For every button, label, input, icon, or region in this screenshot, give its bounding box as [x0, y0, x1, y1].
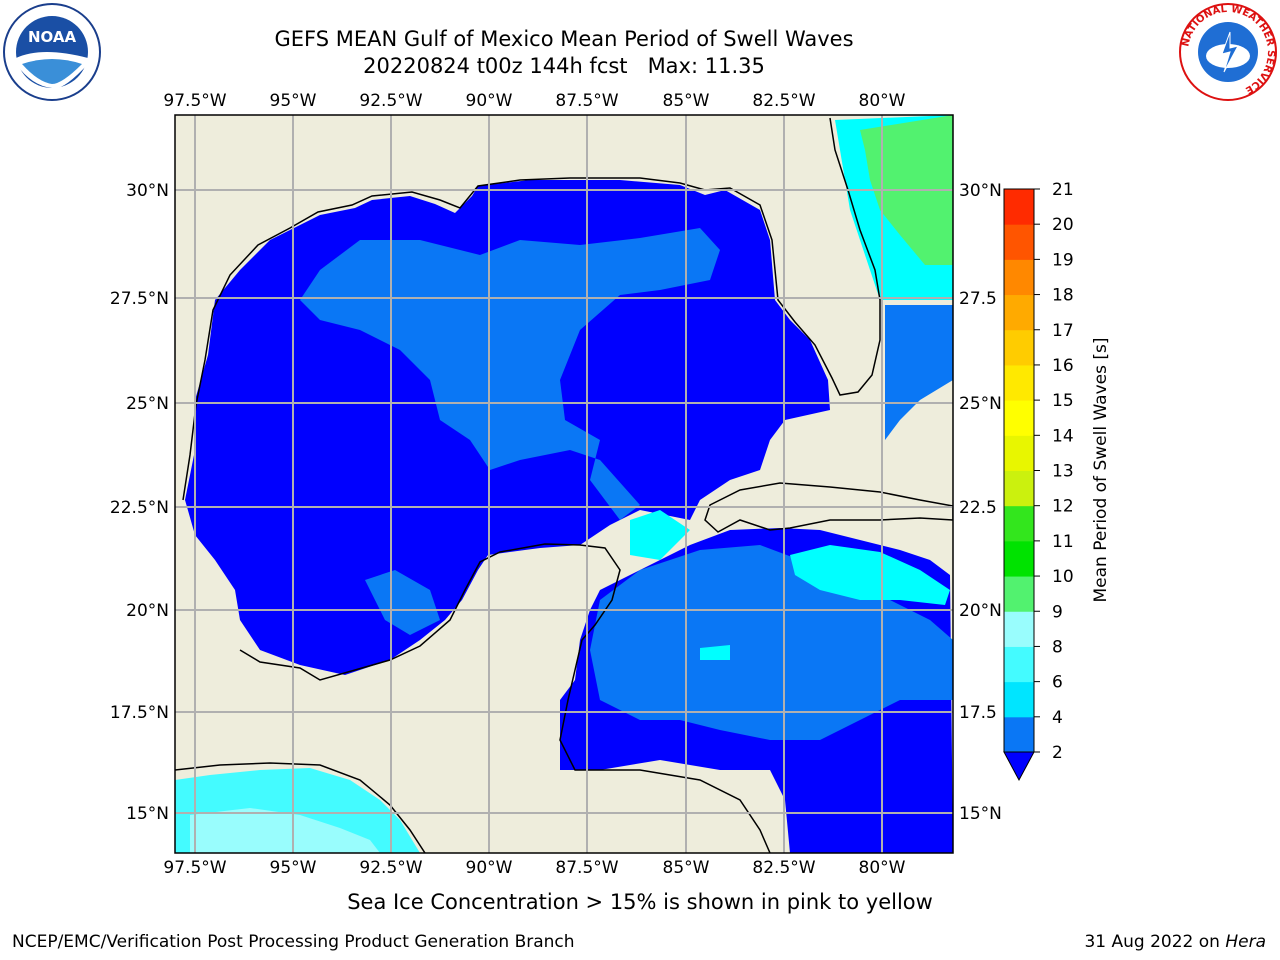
colorbar-tick: 18: [1052, 286, 1074, 306]
gulf-swell-field-light: [300, 228, 720, 520]
colorbar-segment: [1004, 400, 1034, 436]
map-frame: [174, 114, 954, 854]
lat-tick-left: 15°N: [126, 804, 169, 824]
colorbar-segment: [1004, 189, 1034, 225]
colorbar-segment: [1004, 364, 1034, 401]
lat-tick-right: 25°N: [959, 394, 1002, 414]
coastline-cuba: [704, 482, 953, 533]
colorbar-tick: 21: [1052, 180, 1074, 200]
colorbar-extend-arrow: [1003, 751, 1035, 782]
lon-tick-top: 85°W: [663, 91, 710, 111]
nws-logo: NATIONAL WEATHER SERVICE: [1179, 3, 1277, 101]
colorbar-tick: 17: [1052, 321, 1074, 341]
lat-tick-right: 22.5: [959, 498, 997, 518]
lon-tick-top: 87.5°W: [555, 91, 618, 111]
colorbar-segment: [1004, 681, 1034, 718]
colorbar-segment: [1004, 470, 1034, 507]
colorbar-segment: [1004, 611, 1034, 647]
lon-tick-bottom: 82.5°W: [752, 858, 815, 878]
map-axis-labels: 97.5°W 97.5°W 95°W 95°W 92.5°W 92.5°W 90°W 90°W…: [110, 91, 1002, 878]
colorbar-segment: [1004, 224, 1034, 260]
atlantic-swell-field-blue: [885, 305, 953, 440]
lon-tick-top: 82.5°W: [752, 91, 815, 111]
footer-date: 31 Aug 2022 on Hera: [1084, 932, 1266, 952]
lon-tick-top: 92.5°W: [359, 91, 422, 111]
footer-host: Hera: [1225, 932, 1266, 952]
noaa-logo-text: NOAA: [28, 28, 77, 46]
colorbar-tick: 6: [1052, 673, 1063, 693]
noaa-logo: NOAA: [3, 3, 101, 101]
colorbar-label: Mean Period of Swell Waves [s]: [1091, 338, 1111, 603]
lat-tick-right: 30°N: [959, 181, 1002, 201]
colorbar-segment: [1004, 435, 1034, 471]
pacific-swell-field-pale: [190, 808, 380, 853]
colorbar-tick: 19: [1052, 250, 1074, 270]
lon-tick-bottom: 97.5°W: [163, 858, 226, 878]
colorbar-tick: 12: [1052, 497, 1074, 517]
colorbar-segment: [1004, 646, 1034, 683]
coastline-central-america: [175, 762, 426, 853]
lat-tick-left: 25°N: [126, 394, 169, 414]
lon-tick-top: 90°W: [466, 91, 513, 111]
caribbean-swell-field-cyan: [630, 510, 950, 660]
colorbar-tick: 20: [1052, 215, 1074, 235]
lon-tick-top: 97.5°W: [163, 91, 226, 111]
colorbar: 2 4 6 8 9 10 11 12 13 14 15 16 17 18 19 20 21: [1003, 180, 1074, 782]
colorbar-tick: 9: [1052, 602, 1063, 622]
gulf-swell-field-light-2: [365, 570, 440, 635]
coastline: [182, 117, 881, 501]
colorbar-segment: [1004, 716, 1034, 753]
colorbar-tick: 13: [1052, 462, 1074, 482]
colorbar-tick: 10: [1052, 567, 1074, 587]
colorbar-segment: [1004, 259, 1034, 296]
footer-branch: NCEP/EMC/Verification Post Processing Pr…: [12, 932, 575, 952]
coastline-yucatan: [239, 543, 771, 853]
colorbar-tick: 14: [1052, 426, 1074, 446]
lat-tick-left: 22.5°N: [110, 498, 169, 518]
lon-tick-top: 80°W: [859, 91, 906, 111]
lat-tick-left: 27.5°N: [110, 289, 169, 309]
lon-tick-bottom: 85°W: [663, 858, 710, 878]
colorbar-tick: 2: [1052, 743, 1063, 763]
lon-tick-bottom: 87.5°W: [555, 858, 618, 878]
colorbar-tick: 11: [1052, 532, 1074, 552]
lat-tick-right: 20°N: [959, 601, 1002, 621]
lat-tick-left: 30°N: [126, 181, 169, 201]
lat-tick-left: 20°N: [126, 601, 169, 621]
colorbar-tick: 16: [1052, 356, 1074, 376]
lon-tick-bottom: 95°W: [270, 858, 317, 878]
lat-tick-right: 15°N: [959, 804, 1002, 824]
colorbar-segment: [1004, 540, 1034, 577]
colorbar-segment: [1004, 294, 1034, 331]
colorbar-tick: 4: [1052, 708, 1063, 728]
colorbar-tick: 15: [1052, 391, 1074, 411]
lon-tick-top: 95°W: [270, 91, 317, 111]
lat-tick-left: 17.5°N: [110, 703, 169, 723]
lat-tick-right: 27.5: [959, 289, 997, 309]
colorbar-tick: 8: [1052, 637, 1063, 657]
colorbar-segment: [1004, 329, 1034, 366]
lon-tick-bottom: 80°W: [859, 858, 906, 878]
footer-date-text: 31 Aug 2022 on: [1084, 932, 1226, 952]
map-area: [175, 115, 953, 853]
lat-tick-right: 17.5: [959, 703, 997, 723]
colorbar-segment: [1004, 576, 1034, 612]
lon-tick-bottom: 90°W: [466, 858, 513, 878]
colorbar-segment: [1004, 505, 1034, 542]
map-gridlines: [175, 115, 953, 853]
lon-tick-bottom: 92.5°W: [359, 858, 422, 878]
